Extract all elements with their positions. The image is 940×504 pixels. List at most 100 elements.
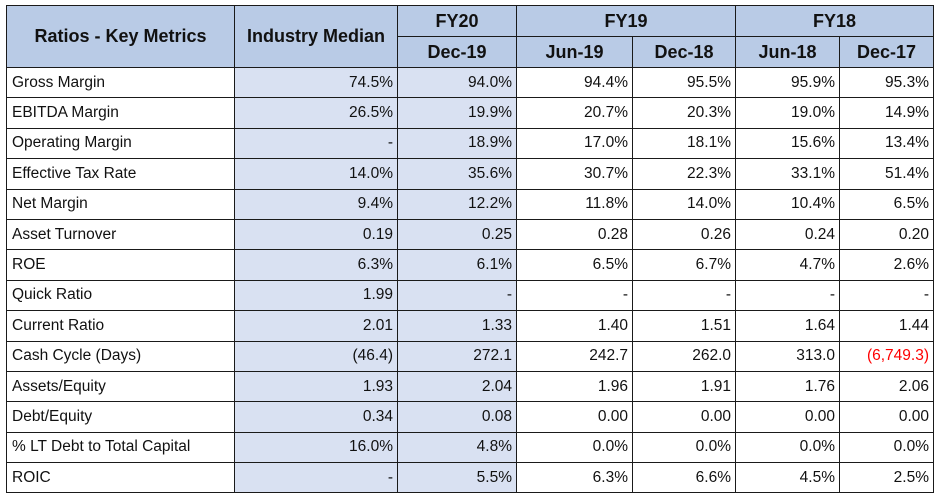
- table-row: Current Ratio 2.01 1.33 1.40 1.51 1.64 1.44: [6, 310, 934, 342]
- metric-label: EBITDA Margin: [6, 97, 235, 129]
- table-row: % LT Debt to Total Capital 16.0% 4.8% 0.0% 0…: [6, 431, 934, 464]
- industry-median-value: 6.3%: [234, 249, 398, 281]
- metric-value: 11.8%: [516, 188, 633, 220]
- metric-column-header: Ratios - Key Metrics: [6, 5, 235, 68]
- period-header-dec-19: Dec-19: [397, 36, 517, 68]
- metric-value: 6.5%: [839, 188, 934, 220]
- metric-value: 4.5%: [735, 462, 840, 494]
- metric-value: -: [735, 279, 840, 312]
- metric-value: 0.26: [632, 218, 736, 251]
- metric-value: 2.06: [839, 370, 934, 403]
- metric-value: 94.4%: [516, 66, 633, 99]
- metric-value: 1.91: [632, 370, 736, 403]
- metric-value: 2.04: [397, 370, 517, 403]
- fiscal-year-header-fy19: FY19: [516, 5, 736, 37]
- metric-value: 0.00: [516, 401, 633, 433]
- table-row: ROE 6.3% 6.1% 6.5% 6.7% 4.7% 2.6%: [6, 249, 934, 281]
- metric-value: 6.1%: [397, 249, 517, 281]
- metric-label: Current Ratio: [6, 310, 235, 342]
- industry-median-value: 2.01: [234, 310, 398, 342]
- metric-value: 1.44: [839, 310, 934, 342]
- metric-label: Debt/Equity: [6, 401, 235, 433]
- period-header-dec-17: Dec-17: [839, 36, 934, 68]
- metric-value: 18.1%: [632, 127, 736, 160]
- metric-value: 6.5%: [516, 249, 633, 281]
- table-row: Operating Margin -18.9% 17.0% 18.1% 15.6% 13.…: [6, 127, 934, 160]
- metric-value: 6.6%: [632, 462, 736, 494]
- metric-value: 0.00: [735, 401, 840, 433]
- fiscal-year-header-fy20: FY20: [397, 5, 517, 37]
- metric-value: 35.6%: [397, 158, 517, 190]
- metric-value: 0.28: [516, 218, 633, 251]
- table-row: Asset Turnover 0.19 0.25 0.28 0.26 0.24 0.20: [6, 218, 934, 251]
- metric-value: -: [839, 279, 934, 312]
- metric-value: 30.7%: [516, 158, 633, 190]
- metric-value: 0.24: [735, 218, 840, 251]
- metric-value: 18.9%: [397, 127, 517, 160]
- metric-value: 1.96: [516, 370, 633, 403]
- metric-value: 0.00: [839, 401, 934, 433]
- metric-label: ROE: [6, 249, 235, 281]
- table-row: Assets/Equity 1.93 2.04 1.96 1.91 1.76 2.06: [6, 370, 934, 403]
- metric-value: 6.3%: [516, 462, 633, 494]
- fiscal-year-header-fy18: FY18: [735, 5, 934, 37]
- industry-median-value: (46.4): [234, 340, 398, 372]
- metric-value: 6.7%: [632, 249, 736, 281]
- industry-median-value: 26.5%: [234, 97, 398, 129]
- metric-value: 1.51: [632, 310, 736, 342]
- metric-label: Net Margin: [6, 188, 235, 220]
- metric-value: 13.4%: [839, 127, 934, 160]
- metric-label: Asset Turnover: [6, 218, 235, 251]
- metric-value: 1.33: [397, 310, 517, 342]
- key-metrics-table: Ratios - Key Metrics Industry Median FY2…: [6, 5, 934, 494]
- metric-value: 1.40: [516, 310, 633, 342]
- metric-value: 2.6%: [839, 249, 934, 281]
- metric-value: 4.8%: [397, 431, 517, 464]
- metric-value: 94.0%: [397, 66, 517, 99]
- industry-median-value: 74.5%: [234, 66, 398, 99]
- metric-label: Quick Ratio: [6, 279, 235, 312]
- period-header-jun-19: Jun-19: [516, 36, 633, 68]
- metric-value: 272.1: [397, 340, 517, 372]
- table-row: Cash Cycle (Days) (46.4) 272.1 242.7 262.0 31…: [6, 340, 934, 372]
- metric-label: Operating Margin: [6, 127, 235, 160]
- metrics-table-body: Gross Margin 74.5% 94.0% 94.4% 95.5% 95.9% 95.…: [6, 66, 934, 494]
- metric-value: -: [516, 279, 633, 312]
- metric-value: 95.5%: [632, 66, 736, 99]
- metric-value: 262.0: [632, 340, 736, 372]
- metric-value: 0.0%: [735, 431, 840, 464]
- industry-median-value: -: [234, 127, 398, 160]
- metric-label: Cash Cycle (Days): [6, 340, 235, 372]
- metric-label: Effective Tax Rate: [6, 158, 235, 190]
- industry-median-column-header: Industry Median: [234, 5, 398, 68]
- table-row: Net Margin 9.4% 12.2% 11.8% 14.0% 10.4% 6.5%: [6, 188, 934, 220]
- metric-value: 19.9%: [397, 97, 517, 129]
- metric-value: 19.0%: [735, 97, 840, 129]
- table-row: Debt/Equity 0.34 0.08 0.00 0.00 0.00 0.00: [6, 401, 934, 433]
- metric-value: 0.20: [839, 218, 934, 251]
- metric-value: 0.25: [397, 218, 517, 251]
- period-header-dec-18: Dec-18: [632, 36, 736, 68]
- metric-value: 2.5%: [839, 462, 934, 494]
- metric-value: 0.00: [632, 401, 736, 433]
- metric-value: 5.5%: [397, 462, 517, 494]
- metric-value: 17.0%: [516, 127, 633, 160]
- industry-median-value: 1.99: [234, 279, 398, 312]
- industry-median-value: -: [234, 462, 398, 494]
- metric-value: 95.9%: [735, 66, 840, 99]
- metric-value: 313.0: [735, 340, 840, 372]
- metric-value: 22.3%: [632, 158, 736, 190]
- industry-median-value: 1.93: [234, 370, 398, 403]
- industry-median-value: 0.19: [234, 218, 398, 251]
- metric-value: 14.0%: [632, 188, 736, 220]
- industry-median-value: 9.4%: [234, 188, 398, 220]
- table-row: EBITDA Margin 26.5% 19.9% 20.7% 20.3% 19.0% 14…: [6, 97, 934, 129]
- metric-label: Gross Margin: [6, 66, 235, 99]
- metric-value: -: [632, 279, 736, 312]
- industry-median-value: 0.34: [234, 401, 398, 433]
- metric-value: 20.7%: [516, 97, 633, 129]
- metric-value: 15.6%: [735, 127, 840, 160]
- metric-value: 10.4%: [735, 188, 840, 220]
- table-row: Quick Ratio 1.99- - - - -: [6, 279, 934, 312]
- metric-value: 12.2%: [397, 188, 517, 220]
